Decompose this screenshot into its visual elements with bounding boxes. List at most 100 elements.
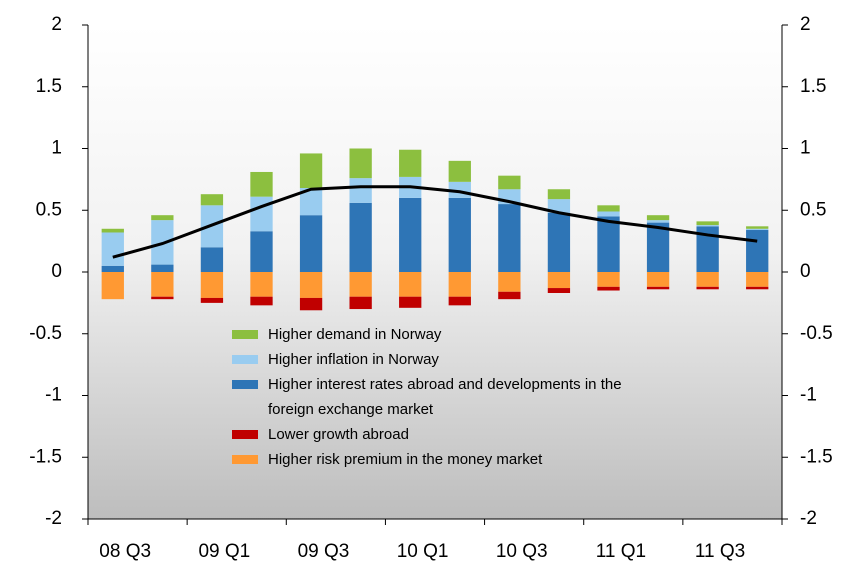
- x-tick-label: 10 Q1: [397, 541, 449, 562]
- bar: [200, 194, 224, 206]
- legend-swatch: [232, 430, 258, 439]
- bar: [250, 296, 273, 306]
- bar: [299, 272, 323, 298]
- bar: [696, 272, 719, 287]
- x-tick-label: 11 Q3: [695, 541, 745, 562]
- bar: [200, 297, 224, 303]
- legend-label: Lower growth abroad: [268, 426, 409, 443]
- bar: [597, 286, 620, 291]
- bar: [299, 153, 323, 189]
- bar: [547, 272, 571, 289]
- bar: [349, 296, 372, 310]
- x-tick-label: 10 Q3: [496, 541, 548, 562]
- bar: [696, 221, 719, 226]
- y-tick-label: -2: [45, 508, 62, 529]
- y2-tick-label: 1.5: [800, 76, 826, 97]
- bar: [746, 228, 769, 231]
- y2-tick-label: -1: [800, 385, 817, 406]
- bar: [448, 296, 471, 306]
- bar: [250, 196, 273, 232]
- y2-tick-label: 0: [800, 261, 811, 282]
- y2-tick-label: 0.5: [800, 199, 826, 220]
- bar: [597, 211, 620, 217]
- bar: [299, 188, 323, 216]
- bar: [597, 205, 620, 212]
- legend-item: Higher risk premium in the money market: [232, 447, 652, 472]
- bar: [646, 222, 670, 272]
- legend-label: Higher demand in Norway: [268, 326, 442, 343]
- bar: [299, 215, 323, 272]
- bar: [101, 232, 124, 266]
- x-tick-label: 08 Q3: [99, 541, 151, 562]
- y2-tick-label: -0.5: [800, 323, 833, 344]
- bar: [746, 226, 769, 229]
- bar: [696, 226, 719, 272]
- bar: [299, 297, 323, 311]
- bar: [399, 296, 422, 308]
- bar: [349, 148, 372, 179]
- y-tick-label: -1.5: [29, 446, 62, 467]
- legend-swatch: [232, 380, 258, 389]
- legend-swatch: [232, 355, 258, 364]
- bar: [597, 216, 620, 272]
- bar: [448, 197, 471, 272]
- legend-label: Higher interest rates abroad and develop…: [268, 376, 622, 418]
- legend-label: Higher risk premium in the money market: [268, 451, 543, 468]
- bar: [250, 272, 273, 297]
- bar: [696, 286, 719, 290]
- bar: [151, 296, 174, 300]
- bar: [498, 272, 521, 292]
- y2-tick-label: 2: [800, 14, 811, 35]
- bar: [498, 204, 521, 272]
- bar: [448, 272, 471, 297]
- bar: [151, 264, 174, 272]
- bar: [250, 171, 273, 197]
- legend-swatch: [232, 455, 258, 464]
- bar: [746, 286, 769, 290]
- legend-item: Lower growth abroad: [232, 422, 652, 447]
- bar: [696, 225, 719, 227]
- bar: [448, 160, 471, 182]
- bar: [646, 286, 670, 290]
- bar: [399, 149, 422, 177]
- bar: [151, 272, 174, 297]
- bar: [151, 215, 174, 221]
- legend: Higher demand in Norway Higher inflation …: [232, 322, 652, 472]
- bar: [597, 272, 620, 287]
- bar: [250, 231, 273, 272]
- bar: [101, 272, 124, 300]
- bar: [498, 175, 521, 190]
- y-tick-label: 0: [51, 261, 62, 282]
- bar: [547, 212, 571, 272]
- bar: [399, 197, 422, 272]
- bar: [646, 215, 670, 221]
- y-tick-label: 2: [51, 14, 62, 35]
- y-tick-label: 1: [51, 138, 62, 159]
- bar: [547, 199, 571, 213]
- bar: [547, 288, 571, 293]
- y-tick-label: 1.5: [36, 76, 62, 97]
- x-tick-label: 09 Q3: [298, 541, 350, 562]
- bar: [498, 291, 521, 300]
- bar: [349, 178, 372, 203]
- y2-tick-label: -1.5: [800, 446, 833, 467]
- bar: [746, 272, 769, 287]
- legend-label: Higher inflation in Norway: [268, 351, 439, 368]
- y-tick-label: 0.5: [36, 199, 62, 220]
- y-tick-label: -1: [45, 385, 62, 406]
- bar: [399, 272, 422, 297]
- legend-item: Higher interest rates abroad and develop…: [232, 372, 652, 422]
- y-tick-label: -0.5: [29, 323, 62, 344]
- bar: [646, 272, 670, 287]
- bar: [349, 202, 372, 272]
- x-tick-label: 11 Q1: [596, 541, 646, 562]
- y2-tick-label: -2: [800, 508, 817, 529]
- legend-item: Higher inflation in Norway: [232, 347, 652, 372]
- bar: [349, 272, 372, 297]
- legend-item: Higher demand in Norway: [232, 322, 652, 347]
- x-tick-label: 09 Q1: [198, 541, 250, 562]
- bar: [101, 228, 124, 233]
- bar: [746, 230, 769, 272]
- bar: [101, 265, 124, 272]
